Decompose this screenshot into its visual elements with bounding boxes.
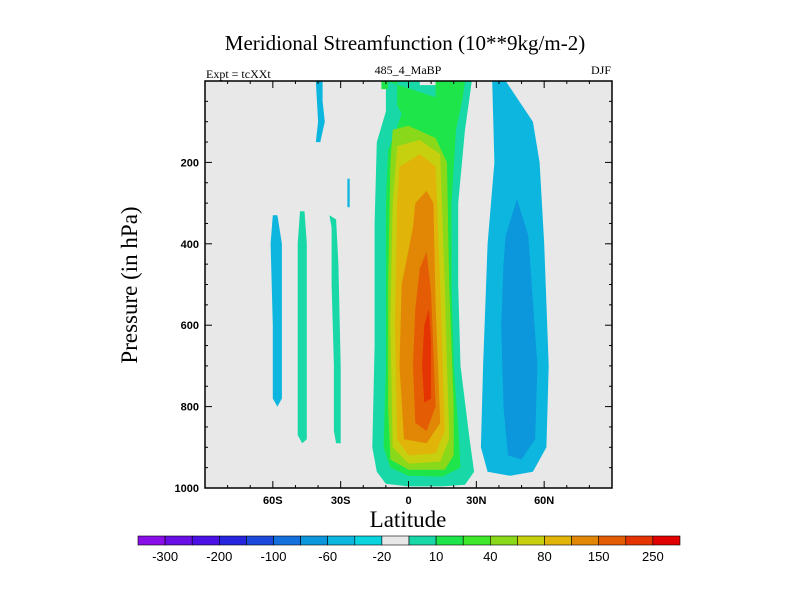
x-axis-ticks: 60S 30S 0 30N 60N [227, 81, 590, 507]
colorbar-label: -100 [260, 549, 286, 564]
colorbar-swatch [571, 535, 599, 546]
chart-title: Meridional Streamfunction (10**9kg/m-2) [225, 31, 585, 55]
colorbar-swatch [598, 535, 627, 546]
colorbar-swatch [219, 535, 247, 546]
colorbar-swatch [164, 535, 193, 546]
contour-region-40-8-0 [381, 81, 389, 90]
colorbar-swatch [462, 535, 491, 546]
contour-region--20-9-1 [270, 215, 282, 407]
colorbar-swatch [625, 535, 654, 546]
y-tick-label: 800 [181, 402, 199, 414]
y-axis-ticks: 200 400 600 800 1000 [175, 100, 612, 495]
colorbar-swatch [544, 535, 572, 546]
y-axis-label: Pressure (in hPa) [117, 206, 142, 363]
colorbar-swatch [273, 535, 301, 546]
contour-region--60-10-0 [501, 199, 538, 460]
contour-region--20-9-3 [347, 178, 350, 208]
x-tick-label: 30N [466, 495, 486, 507]
colorbar-swatch [327, 535, 356, 546]
y-tick-label: 600 [181, 320, 199, 332]
colorbar-label: -60 [318, 549, 337, 564]
x-axis-label: Latitude [370, 507, 447, 532]
colorbar-label: 150 [588, 549, 610, 564]
colorbar-label: -20 [373, 549, 392, 564]
x-tick-label: 60N [534, 495, 554, 507]
contour-region--20-9-2 [315, 81, 325, 143]
colorbar-swatch [408, 535, 437, 546]
colorbar-label: 40 [483, 549, 497, 564]
x-tick-label: 30S [331, 495, 351, 507]
colorbar-label: -300 [152, 549, 178, 564]
colorbar-swatch [489, 535, 518, 546]
contour-region-10-0-2 [329, 215, 341, 444]
y-tick-label: 1000 [175, 483, 199, 495]
contour-region-350-7-0 [422, 308, 432, 403]
plot-area: 60S 30S 0 30N 60N 200 400 600 800 1000 [175, 80, 613, 507]
colorbar-swatch [354, 535, 383, 546]
season-label: DJF [591, 63, 611, 77]
colorbar-swatch [652, 535, 681, 546]
center-label: 485_4_MaBP [375, 63, 442, 77]
x-tick-label: 0 [405, 495, 411, 507]
colorbar-swatch [300, 535, 329, 546]
colorbar-swatch [435, 535, 464, 546]
colorbar-swatch [381, 535, 410, 546]
contour-fills [270, 81, 549, 487]
colorbar-label: 10 [429, 549, 443, 564]
colorbar-swatch [191, 535, 220, 546]
colorbar-label: 80 [537, 549, 551, 564]
colorbar-swatch [246, 535, 274, 546]
colorbar-swatch [137, 535, 166, 546]
colorbar-label: -200 [206, 549, 232, 564]
colorbar-label: 250 [642, 549, 664, 564]
colorbar-swatch [517, 535, 545, 546]
x-tick-label: 60S [263, 495, 283, 507]
experiment-label: Expt = tcXXt [206, 67, 271, 81]
contour-region-10-11-0 [297, 211, 307, 444]
colorbar: -300 -200 -100 -60 -20 10 40 80 150 250 [137, 535, 681, 564]
y-tick-label: 400 [181, 239, 199, 251]
y-tick-label: 200 [181, 157, 199, 169]
